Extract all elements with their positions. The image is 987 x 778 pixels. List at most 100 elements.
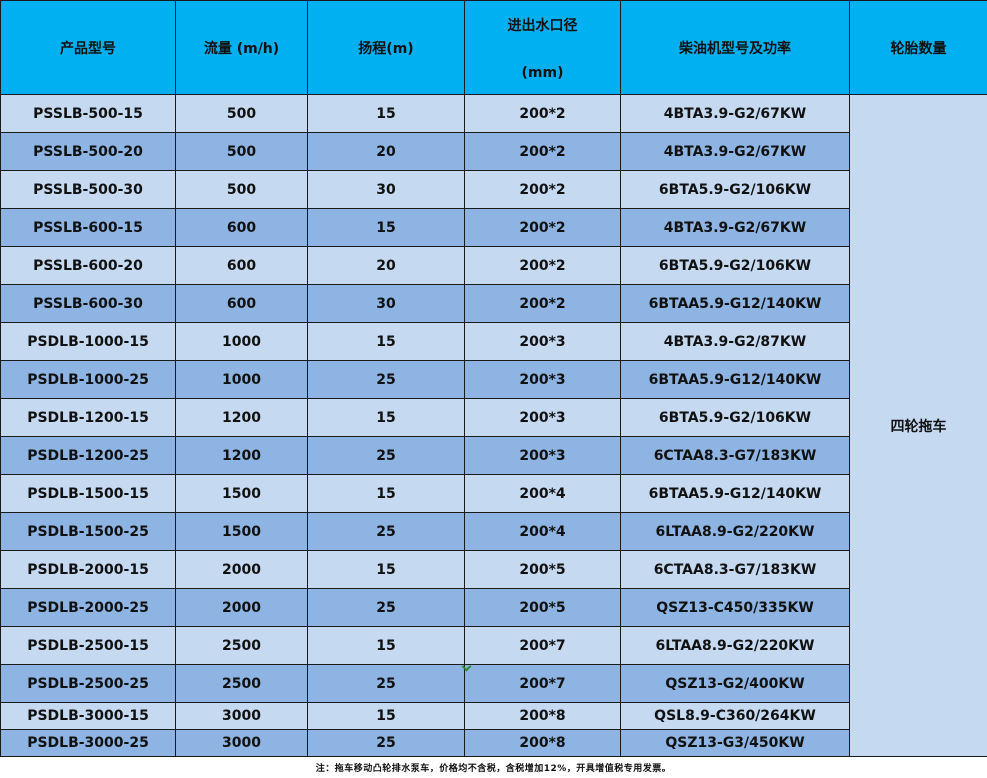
cell-flow: 600 <box>175 284 308 323</box>
cell-head: 15 <box>307 94 465 133</box>
cell-port: 200*4 <box>464 512 621 551</box>
cell-head: 15 <box>307 398 465 437</box>
table-row: PSDLB-2500-15 2500 15 200*7 6LTAA8.9-G2/220K… <box>0 626 987 665</box>
table-row: PSDLB-2000-15 2000 15 200*5 6CTAA8.3-G7/183K… <box>0 550 987 589</box>
cell-engine: QSL8.9-C360/264KW <box>620 702 850 730</box>
cell-model: PSDLB-1000-25 <box>0 360 176 399</box>
cell-flow: 2500 <box>175 626 308 665</box>
cell-model: PSDLB-1000-15 <box>0 322 176 361</box>
cell-tires-merged: 四轮拖车 <box>849 94 987 757</box>
cell-engine: 4BTA3.9-G2/67KW <box>620 132 850 171</box>
cell-port: 200*5 <box>464 588 621 627</box>
cell-flow: 500 <box>175 132 308 171</box>
header-port: 进出水口径 (mm) <box>464 0 621 95</box>
cell-port: 200*3 <box>464 360 621 399</box>
cell-model: PSDLB-1200-15 <box>0 398 176 437</box>
cell-model: PSDLB-2500-15 <box>0 626 176 665</box>
cell-head: 15 <box>307 626 465 665</box>
table-row: PSSLB-500-15 500 15 200*2 4BTA3.9-G2/67KW 四轮拖… <box>0 94 987 757</box>
cell-head: 15 <box>307 208 465 247</box>
cell-engine: QSZ13-C450/335KW <box>620 588 850 627</box>
header-row: 产品型号 流量 (m/h) 扬程(m) 进出水口径 (mm) 柴油机型号及功率 … <box>0 0 987 95</box>
table-row: PSDLB-1500-25 1500 25 200*4 6LTAA8.9-G2/220K… <box>0 512 987 551</box>
cell-engine: 6BTA5.9-G2/106KW <box>620 246 850 285</box>
cell-head: 20 <box>307 132 465 171</box>
cell-flow: 600 <box>175 246 308 285</box>
cell-engine: 6BTA5.9-G2/106KW <box>620 170 850 209</box>
cell-model: PSSLB-500-20 <box>0 132 176 171</box>
cell-model: PSDLB-3000-15 <box>0 702 176 730</box>
cell-flow: 1200 <box>175 398 308 437</box>
table-row: PSDLB-1500-15 1500 15 200*4 6BTAA5.9-G12/140… <box>0 474 987 513</box>
cell-engine: 6CTAA8.3-G7/183KW <box>620 436 850 475</box>
cell-port: 200*2 <box>464 246 621 285</box>
cell-flow: 2000 <box>175 550 308 589</box>
header-flow: 流量 (m/h) <box>175 0 308 95</box>
cell-port: 200*5 <box>464 550 621 589</box>
cell-head: 15 <box>307 550 465 589</box>
cell-flow: 1200 <box>175 436 308 475</box>
table-row: PSSLB-600-15 600 15 200*2 4BTA3.9-G2/67KW <box>0 208 987 247</box>
cell-head: 25 <box>307 664 465 703</box>
cell-head: 30 <box>307 284 465 323</box>
cell-model: PSSLB-500-15 <box>0 94 176 133</box>
cell-model: PSDLB-1200-25 <box>0 436 176 475</box>
table-row: PSDLB-1000-25 1000 25 200*3 6BTAA5.9-G12/140… <box>0 360 987 399</box>
table-row: PSDLB-2000-25 2000 25 200*5 QSZ13-C450/335KW <box>0 588 987 627</box>
cell-engine: 4BTA3.9-G2/87KW <box>620 322 850 361</box>
cell-engine: 4BTA3.9-G2/67KW <box>620 94 850 133</box>
cell-model: PSDLB-3000-25 <box>0 729 176 757</box>
cell-flow: 500 <box>175 94 308 133</box>
cell-flow: 1500 <box>175 512 308 551</box>
table-row: PSSLB-600-20 600 20 200*2 6BTA5.9-G2/106KW <box>0 246 987 285</box>
header-model: 产品型号 <box>0 0 176 95</box>
cell-port: 200*7 <box>464 626 621 665</box>
table-row: PSDLB-1000-15 1000 15 200*3 4BTA3.9-G2/87KW <box>0 322 987 361</box>
cell-model: PSSLB-600-15 <box>0 208 176 247</box>
cell-port: 200*3 <box>464 436 621 475</box>
cell-model: PSSLB-600-20 <box>0 246 176 285</box>
cell-head: 25 <box>307 729 465 757</box>
cell-head: 25 <box>307 588 465 627</box>
cell-engine: 6LTAA8.9-G2/220KW <box>620 626 850 665</box>
table-row: PSDLB-3000-15 3000 15 200*8 QSL8.9-C360/264K… <box>0 702 987 730</box>
cell-port: 200*4 <box>464 474 621 513</box>
cell-engine: 6BTAA5.9-G12/140KW <box>620 474 850 513</box>
cell-head: 25 <box>307 436 465 475</box>
cell-port: 200*2 <box>464 170 621 209</box>
cell-model: PSDLB-2500-25 <box>0 664 176 703</box>
header-tires: 轮胎数量 <box>849 0 987 95</box>
cell-port: 200*3 <box>464 398 621 437</box>
cell-port: 200*2 <box>464 284 621 323</box>
cell-flow: 1500 <box>175 474 308 513</box>
cell-engine: 6CTAA8.3-G7/183KW <box>620 550 850 589</box>
cell-port: 200*2 <box>464 208 621 247</box>
cell-head: 15 <box>307 702 465 730</box>
header-port-line1: 进出水口径 <box>507 17 578 34</box>
table-row: PSSLB-500-30 500 30 200*2 6BTA5.9-G2/106KW <box>0 170 987 209</box>
table-row: PSDLB-2500-25 2500 25 200*7 QSZ13-G2/400KW <box>0 664 987 703</box>
cell-engine: 6LTAA8.9-G2/220KW <box>620 512 850 551</box>
cell-model: PSDLB-2000-25 <box>0 588 176 627</box>
cell-model: PSDLB-1500-25 <box>0 512 176 551</box>
cell-engine: 6BTA5.9-G2/106KW <box>620 398 850 437</box>
cell-flow: 3000 <box>175 702 308 730</box>
cell-head: 15 <box>307 474 465 513</box>
cell-flow: 500 <box>175 170 308 209</box>
header-head: 扬程(m) <box>307 0 465 95</box>
header-engine: 柴油机型号及功率 <box>620 0 850 95</box>
cell-engine: QSZ13-G2/400KW <box>620 664 850 703</box>
spec-table: 产品型号 流量 (m/h) 扬程(m) 进出水口径 (mm) 柴油机型号及功率 … <box>0 0 987 757</box>
cell-flow: 3000 <box>175 729 308 757</box>
cell-port: 200*8 <box>464 729 621 757</box>
cell-engine: QSZ13-G3/450KW <box>620 729 850 757</box>
cell-engine: 6BTAA5.9-G12/140KW <box>620 360 850 399</box>
cell-port: 200*2 <box>464 94 621 133</box>
footnote: 注：拖车移动凸轮排水泵车，价格均不含税，含税增加12%，开具增值税专用发票。 <box>315 764 672 774</box>
table-row: PSDLB-3000-25 3000 25 200*8 QSZ13-G3/450KW <box>0 729 987 757</box>
cell-engine: 4BTA3.9-G2/67KW <box>620 208 850 247</box>
table-row: PSSLB-500-20 500 20 200*2 4BTA3.9-G2/67KW <box>0 132 987 171</box>
cell-port: 200*8 <box>464 702 621 730</box>
cell-model: PSSLB-500-30 <box>0 170 176 209</box>
cell-port: 200*2 <box>464 132 621 171</box>
